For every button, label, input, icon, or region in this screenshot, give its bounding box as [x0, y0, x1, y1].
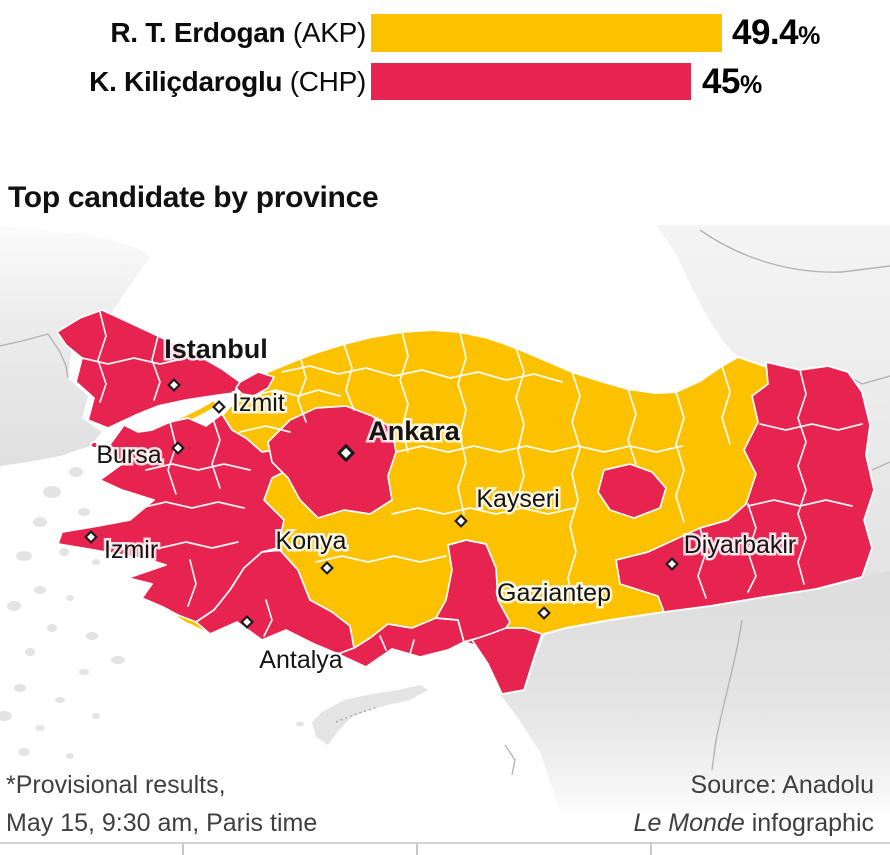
bottom-tick [650, 843, 652, 855]
city-bursa: Bursa [94, 439, 185, 472]
note-line-2: May 15, 9:30 am, Paris time [6, 809, 318, 837]
party-label: (AKP) [292, 17, 366, 48]
percent-sign: % [739, 71, 762, 99]
turkey-provinces: Istanbul Izmit Bursa Ankara Kayseri Konya Izmi… [56, 309, 875, 695]
city-marker-konya [320, 561, 334, 575]
aegean-islands [0, 467, 125, 759]
city-marker-diyarbakir [665, 557, 679, 571]
city-label-konya: Konya [276, 527, 347, 555]
city-marker-antalya [240, 615, 254, 629]
candidate-name: K. Kiliçdaroglu [89, 66, 283, 97]
city-label-diyarbakir: Diyarbakir [684, 531, 797, 559]
candidate-label-erdogan: R. T. Erdogan (AKP) [0, 14, 366, 52]
city-marker-gaziantep [537, 606, 551, 620]
city-marker-istanbul [167, 378, 181, 392]
candidate-name: R. T. Erdogan [110, 17, 286, 48]
marmara-islet-red [90, 441, 100, 449]
city-gaziantep: Gaziantep [495, 577, 613, 620]
balkans-landmass [0, 226, 150, 466]
city-marker-izmit [212, 400, 226, 414]
bottom-tick [182, 843, 184, 855]
cyprus-divider-line [335, 706, 379, 723]
city-marker-kayseri [454, 514, 468, 528]
region-istanbul-asia-red [235, 371, 275, 397]
city-kayseri: Kayseri [454, 483, 562, 528]
city-marker-ankara [336, 443, 356, 463]
region-antalya-red [195, 549, 355, 655]
georgia-caucasus-landmass [656, 225, 890, 600]
bottom-tick [416, 843, 418, 855]
map-title: Top candidate by province [8, 181, 379, 214]
region-adana-red [435, 539, 511, 649]
region-thrace-red [56, 309, 241, 429]
islet [296, 721, 304, 727]
credit-line: Le Monde infographic [634, 804, 874, 842]
cyprus-island [312, 685, 428, 745]
region-ankara-red [267, 405, 397, 519]
city-antalya: Antalya [240, 615, 345, 677]
city-label-kayseri: Kayseri [476, 485, 559, 513]
city-marker-izmir [84, 530, 98, 544]
city-marker-bursa [171, 441, 185, 455]
source-line: Source: Anadolu [690, 771, 874, 799]
syria-iraq-landmass [500, 571, 890, 812]
city-ankara: Ankara [336, 414, 463, 463]
result-bar-kilicdaroglu [371, 63, 691, 100]
value-number: 49.4 [732, 13, 799, 52]
region-hatay-red [463, 627, 543, 695]
city-izmit: Izmit [212, 387, 287, 420]
result-value-erdogan: 49.4% [732, 14, 820, 55]
credit-publication: Le Monde [633, 809, 745, 837]
result-bar-erdogan [371, 14, 722, 52]
bottom-divider-line [0, 842, 890, 844]
value-number: 45 [702, 62, 740, 101]
city-label-antalya: Antalya [259, 646, 342, 674]
country-borders [0, 229, 890, 776]
party-label: (CHP) [289, 66, 367, 97]
city-label-gaziantep: Gaziantep [497, 579, 611, 607]
city-label-bursa: Bursa [96, 441, 161, 469]
credit-rest: infographic [744, 809, 874, 837]
city-label-ankara: Ankara [368, 416, 461, 446]
provisional-note: *Provisional results, May 15, 9:30 am, P… [6, 766, 317, 842]
city-label-izmit: Izmit [232, 389, 285, 417]
neighbor-countries [0, 225, 890, 812]
percent-sign: % [798, 22, 820, 50]
region-adiyaman-red [597, 463, 667, 519]
note-line-1: *Provisional results, [6, 771, 226, 799]
province-borders [81, 311, 863, 655]
source-credit: Source: Anadolu Le Monde infographic [634, 766, 874, 842]
result-value-kilicdaroglu: 45% [702, 63, 762, 104]
city-konya: Konya [273, 525, 349, 575]
city-markers-and-labels: Istanbul Izmit Bursa Ankara Kayseri Konya Izmi… [84, 332, 799, 677]
city-label-izmir: Izmir [104, 536, 158, 564]
city-label-istanbul: Istanbul [164, 334, 268, 364]
marmara-islet-red [108, 455, 116, 461]
candidate-label-kilicdaroglu: K. Kiliçdaroglu (CHP) [0, 63, 366, 100]
city-izmir: Izmir [84, 530, 161, 567]
city-diyarbakir: Diyarbakir [665, 529, 799, 571]
city-istanbul: Istanbul [162, 332, 270, 392]
